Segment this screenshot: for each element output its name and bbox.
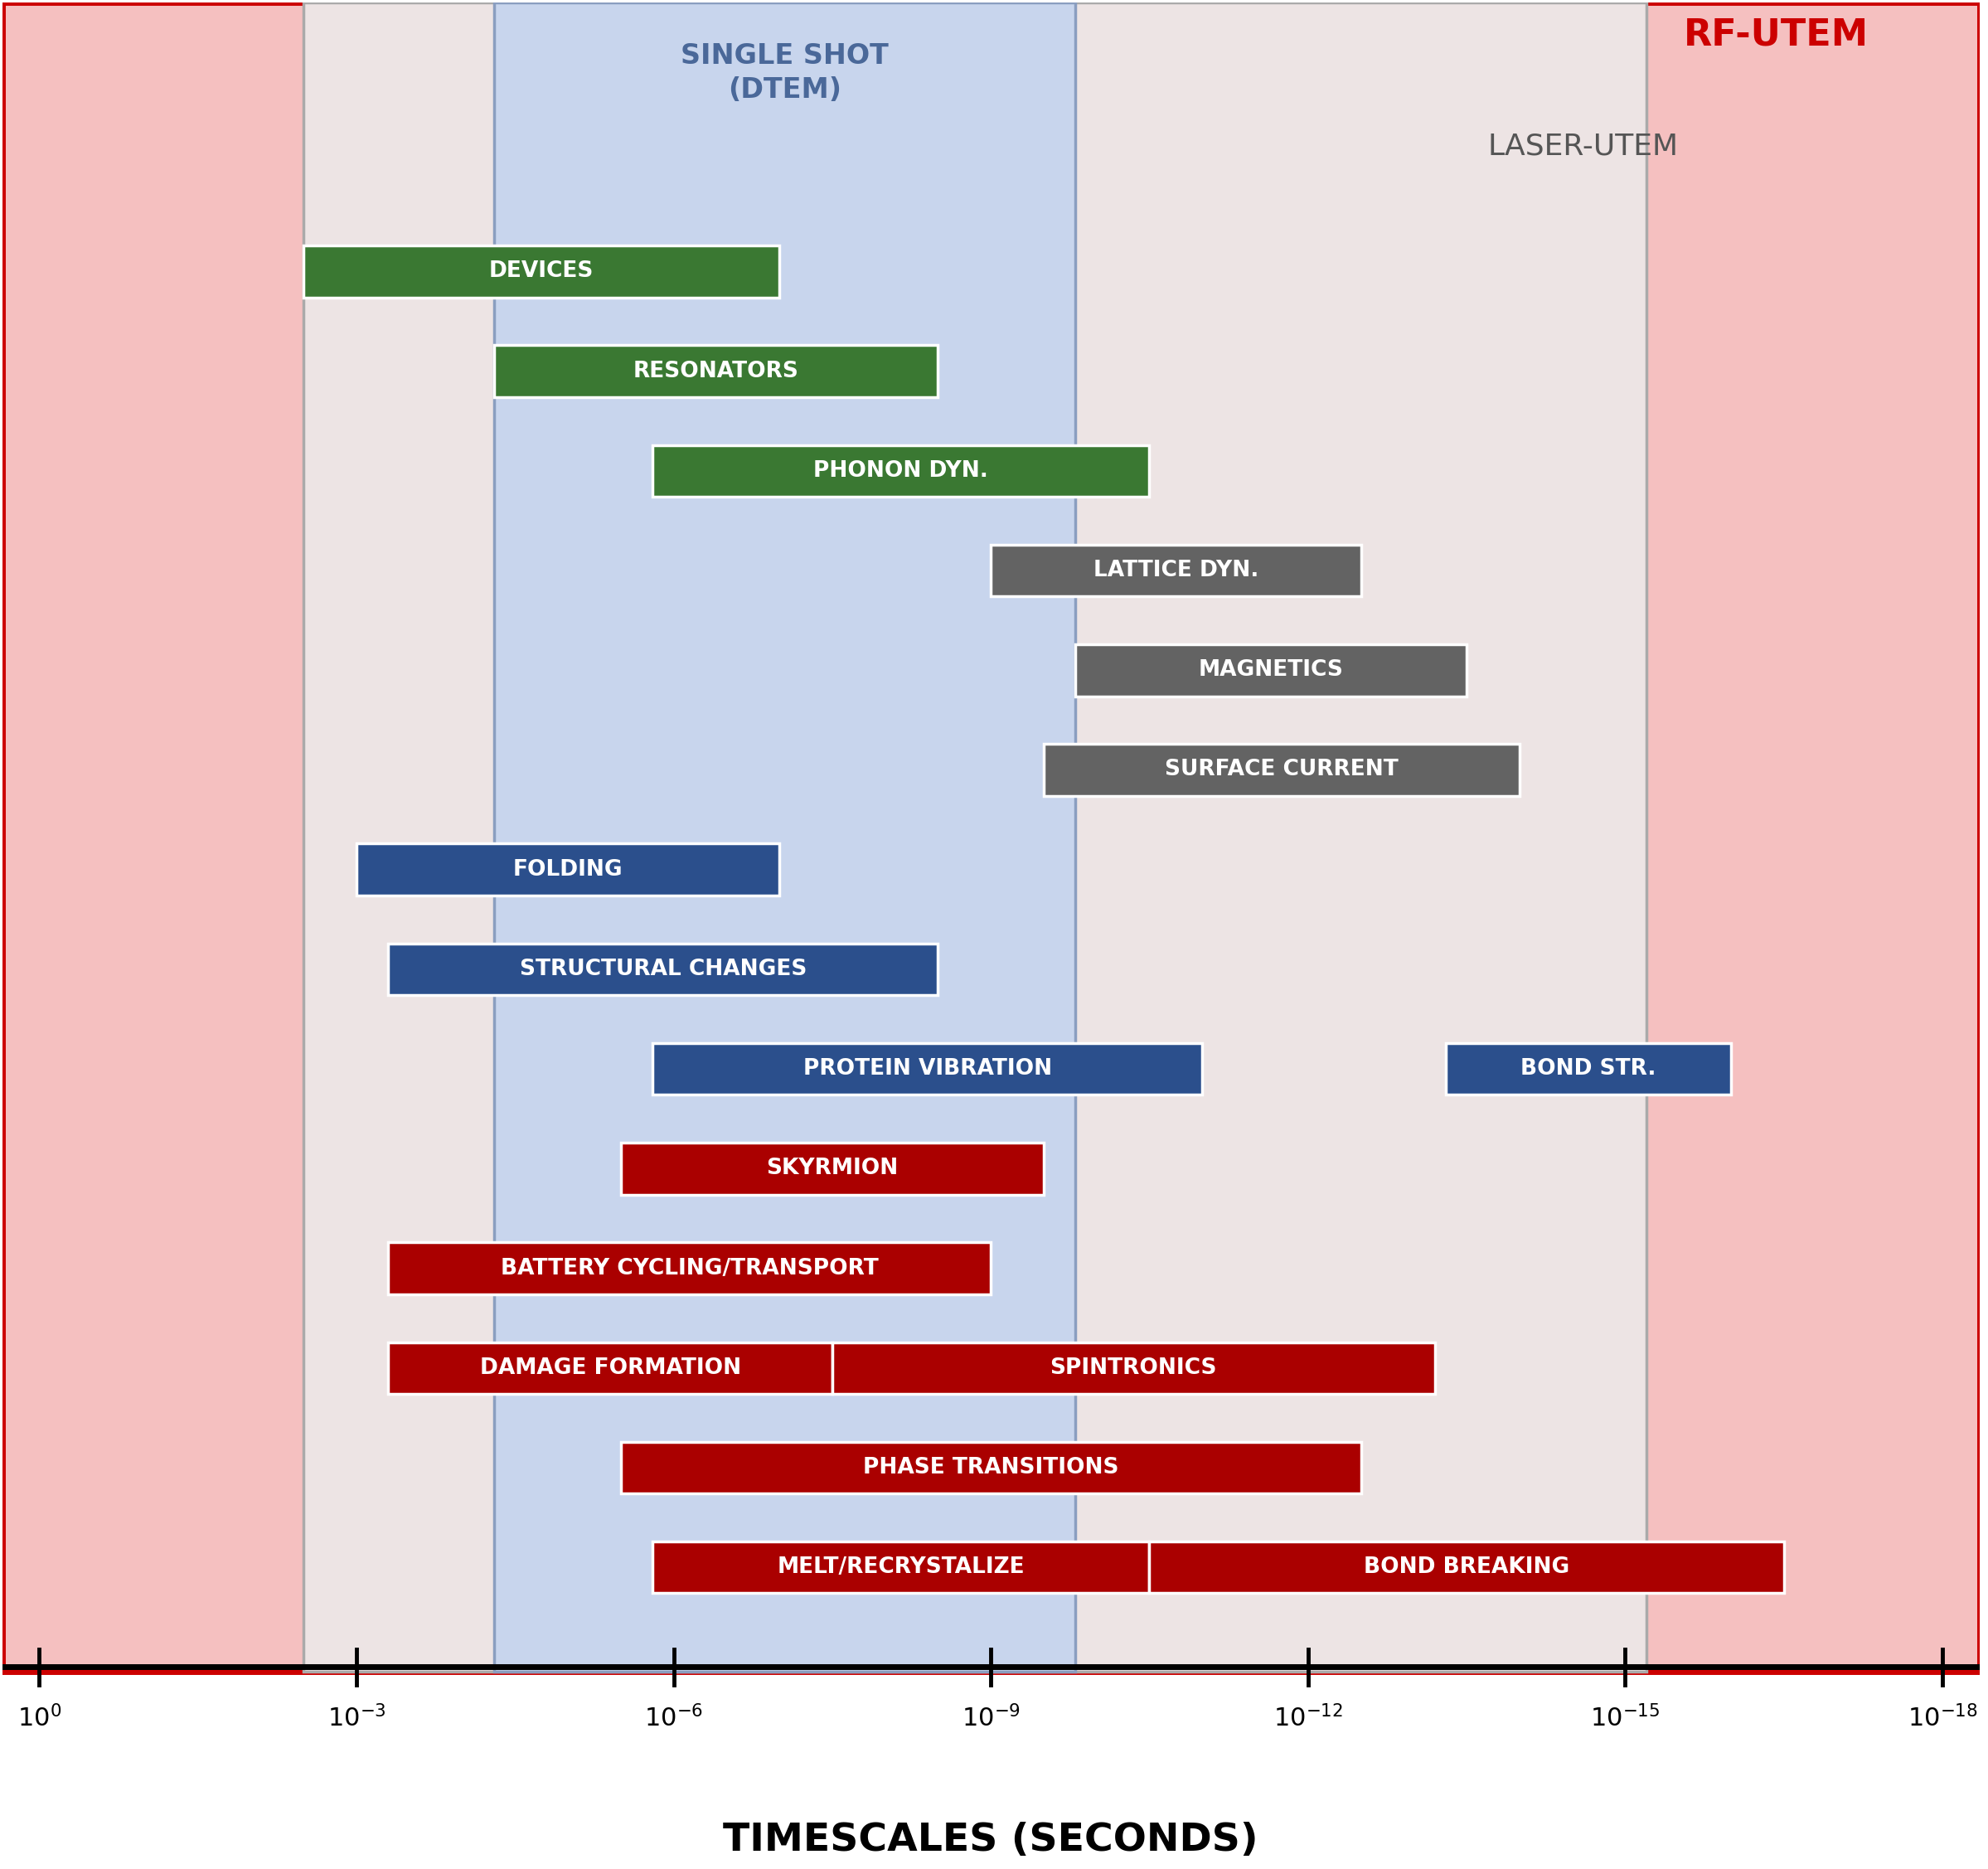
Bar (388, 1342, 833, 1394)
Text: BOND STR.: BOND STR. (1521, 1058, 1656, 1080)
Text: MAGNETICS: MAGNETICS (1199, 660, 1344, 680)
Bar (652, 1542, 1149, 1592)
Bar (1149, 1542, 1783, 1592)
Bar (1445, 1043, 1732, 1095)
Text: DEVICES: DEVICES (489, 260, 594, 282)
Text: SINGLE SHOT
(DTEM): SINGLE SHOT (DTEM) (680, 43, 889, 103)
Text: $10^{-12}$: $10^{-12}$ (1272, 1705, 1342, 1733)
Text: SURFACE CURRENT: SURFACE CURRENT (1165, 759, 1398, 781)
Bar (1076, 645, 1467, 695)
Bar (990, 544, 1362, 596)
Bar (652, 1043, 1203, 1095)
Bar (388, 1243, 990, 1293)
Text: BOND BREAKING: BOND BREAKING (1364, 1557, 1569, 1577)
Text: LATTICE DYN.: LATTICE DYN. (1093, 559, 1258, 581)
Text: LASER-UTEM: LASER-UTEM (1487, 133, 1678, 161)
Bar (356, 843, 779, 895)
Text: PROTEIN VIBRATION: PROTEIN VIBRATION (803, 1058, 1052, 1080)
Bar (620, 1441, 1362, 1493)
Text: $10^{-18}$: $10^{-18}$ (1906, 1705, 1978, 1733)
Bar (304, 2, 1646, 1673)
Text: RF-UTEM: RF-UTEM (1684, 17, 1869, 52)
Text: $10^{-6}$: $10^{-6}$ (644, 1705, 704, 1733)
Text: TIMESCALES (SECONDS): TIMESCALES (SECONDS) (724, 1822, 1258, 1860)
Bar (620, 1142, 1044, 1194)
Bar (388, 944, 938, 994)
Bar (833, 1342, 1435, 1394)
Text: SPINTRONICS: SPINTRONICS (1050, 1357, 1217, 1379)
Bar (652, 445, 1149, 497)
Text: $10^{-15}$: $10^{-15}$ (1590, 1705, 1660, 1733)
Bar (1044, 744, 1519, 796)
Bar (493, 2, 1076, 1673)
Text: DAMAGE FORMATION: DAMAGE FORMATION (479, 1357, 742, 1379)
Text: $10^{0}$: $10^{0}$ (18, 1705, 62, 1733)
Bar (493, 346, 938, 396)
Text: SKYRMION: SKYRMION (765, 1159, 899, 1179)
Text: BATTERY CYCLING/TRANSPORT: BATTERY CYCLING/TRANSPORT (501, 1258, 879, 1278)
Text: STRUCTURAL CHANGES: STRUCTURAL CHANGES (519, 959, 807, 979)
Text: PHASE TRANSITIONS: PHASE TRANSITIONS (863, 1458, 1119, 1478)
Text: FOLDING: FOLDING (513, 858, 622, 880)
Text: $10^{-3}$: $10^{-3}$ (328, 1705, 386, 1733)
Text: MELT/RECRYSTALIZE: MELT/RECRYSTALIZE (777, 1557, 1024, 1577)
Bar (304, 245, 779, 297)
Text: PHONON DYN.: PHONON DYN. (813, 460, 988, 482)
Text: $10^{-9}$: $10^{-9}$ (962, 1705, 1020, 1733)
Text: RESONATORS: RESONATORS (632, 361, 799, 381)
